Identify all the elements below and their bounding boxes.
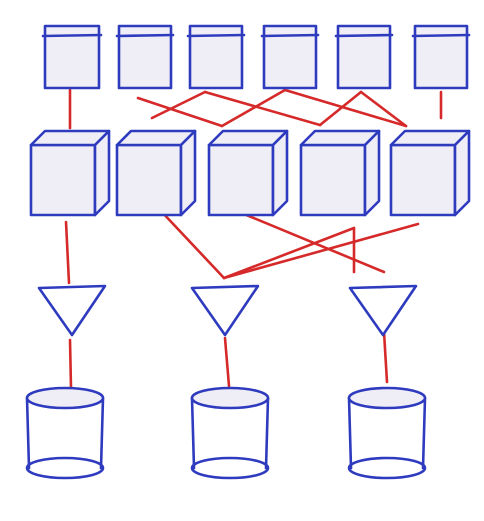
edge-funnel-0-to-storage-0 <box>68 338 73 390</box>
storage-cylinder-2 <box>190 386 270 480</box>
top-box-3 <box>186 24 246 90</box>
cube-node-5 <box>389 129 471 217</box>
edge-top-2-to-cube-1 <box>150 90 207 120</box>
edges-layer <box>64 88 443 390</box>
cube-node-2 <box>115 129 197 217</box>
edge-top-4-to-cube-4 <box>359 90 408 128</box>
storage-cylinder-1 <box>25 386 105 480</box>
top-box-5 <box>334 24 394 90</box>
edge-cube-1-to-funnel-1 <box>158 208 226 280</box>
edge-funnel-2-to-storage-2 <box>382 330 389 384</box>
cube-node-3 <box>207 129 289 217</box>
cube-node-1 <box>29 129 111 217</box>
funnel-node-1 <box>37 284 107 337</box>
top-box-2 <box>115 24 175 90</box>
top-box-1 <box>41 24 103 90</box>
edge-top-2-to-cube-3 <box>203 90 322 127</box>
edge-top-1-to-cube-2 <box>136 96 224 128</box>
nodes-layer <box>25 24 471 480</box>
funnel-node-2 <box>190 284 260 337</box>
edge-cube-3-to-funnel-1 <box>222 226 356 280</box>
edge-top-3-to-cube-2 <box>220 88 287 128</box>
top-box-6 <box>411 24 471 90</box>
top-box-4 <box>260 24 320 90</box>
edge-funnel-1-to-storage-1 <box>223 336 231 388</box>
edge-top-3-to-cube-4 <box>283 88 408 128</box>
storage-cylinder-3 <box>347 386 427 480</box>
funnel-node-3 <box>348 284 418 337</box>
edge-cube-4-to-funnel-1 <box>222 222 420 280</box>
edge-top-4-to-cube-3 <box>318 90 363 127</box>
cube-node-4 <box>299 129 381 217</box>
edge-cube-0-to-funnel-0 <box>64 220 71 285</box>
